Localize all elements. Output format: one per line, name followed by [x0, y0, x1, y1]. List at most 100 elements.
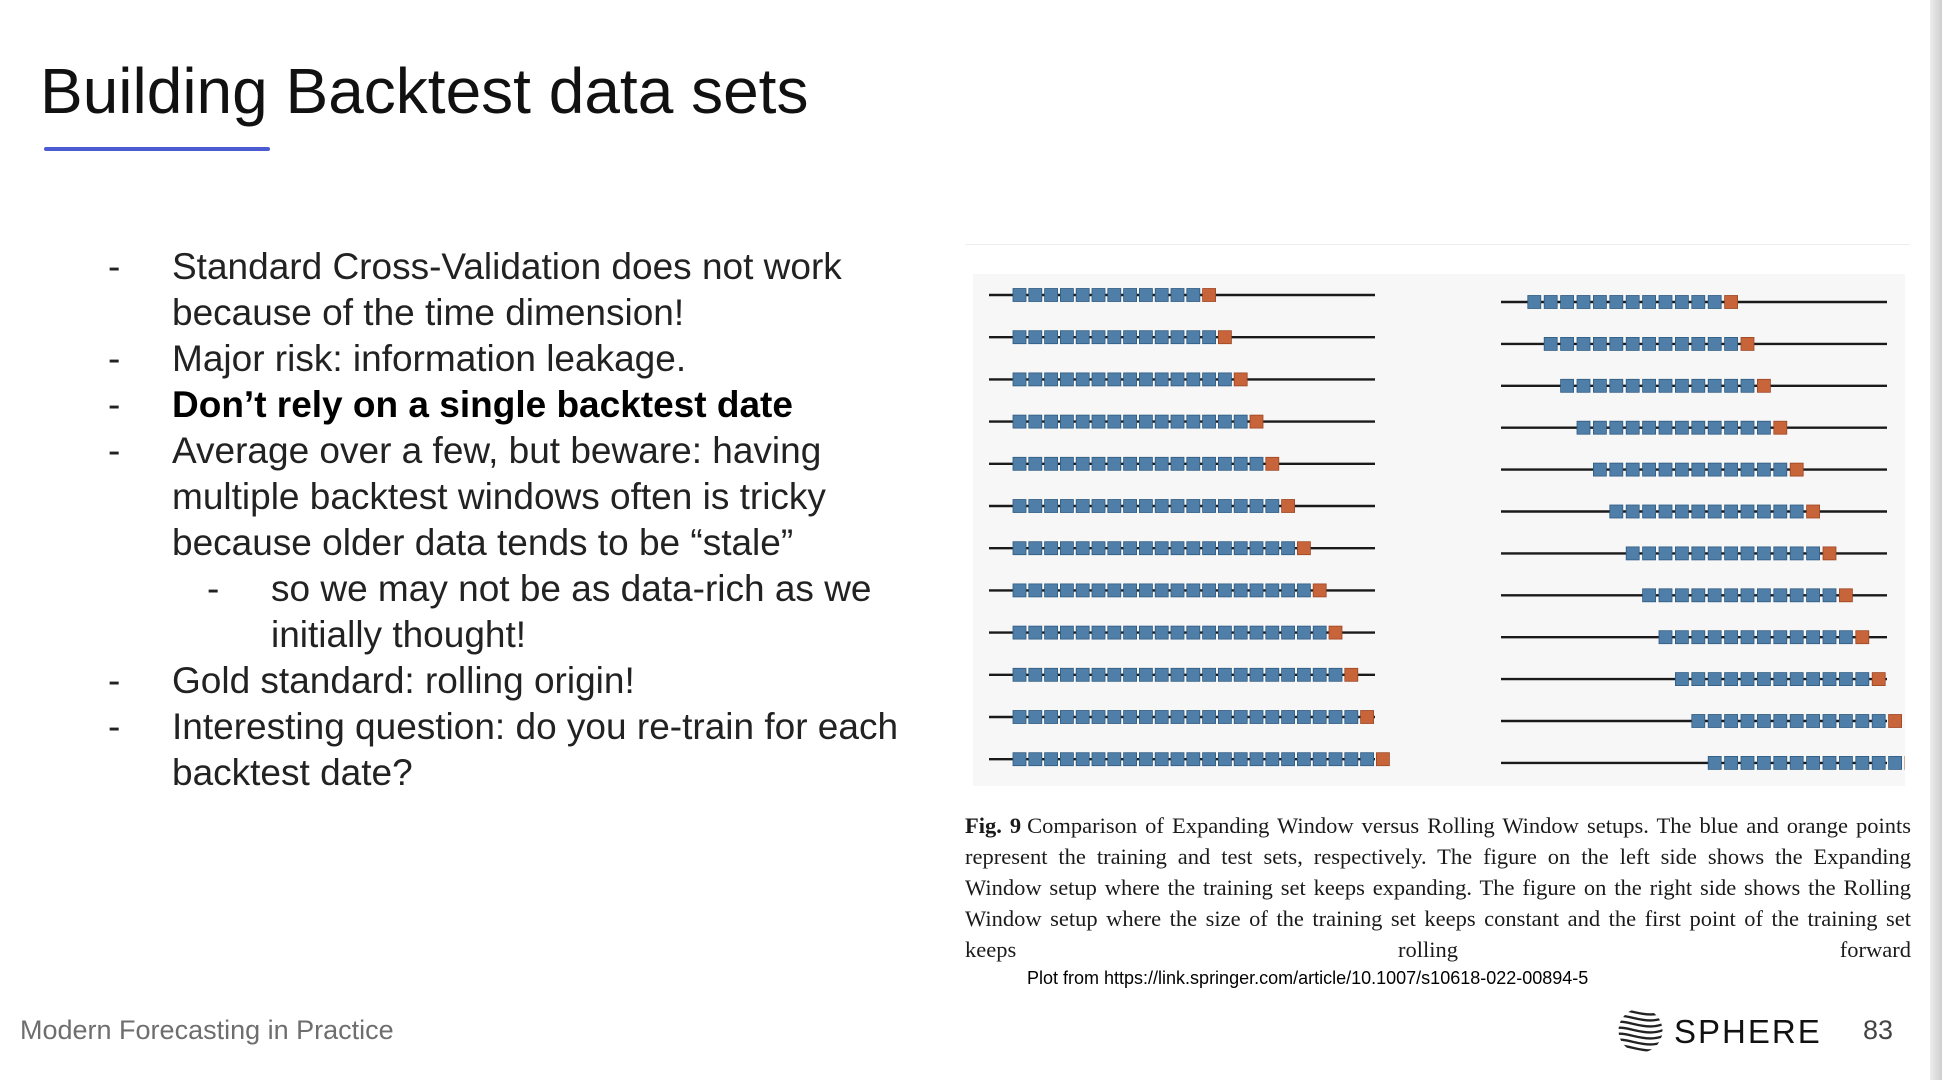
train-point [1789, 755, 1804, 770]
bullet-list: - Standard Cross-Validation does not work… [108, 244, 928, 796]
bullet-item: - Standard Cross-Validation does not work… [108, 244, 928, 336]
train-point [1822, 714, 1837, 728]
train-point [1855, 672, 1870, 687]
train-point [1265, 752, 1280, 767]
title-underline [44, 147, 270, 151]
train-point [1091, 752, 1106, 767]
rolling-window-panel [1501, 295, 1905, 770]
bullet-dash: - [108, 706, 121, 747]
train-point [1233, 667, 1248, 682]
train-point [1625, 546, 1640, 561]
train-point [1170, 372, 1185, 387]
test-point [1202, 288, 1217, 302]
train-point [1658, 630, 1673, 645]
train-point [1527, 295, 1542, 309]
train-point [1202, 583, 1217, 598]
bullet-dash: - [108, 660, 121, 701]
train-point [1593, 378, 1607, 393]
train-point [1107, 330, 1122, 345]
train-point [1012, 330, 1027, 345]
train-point [1123, 499, 1138, 513]
train-point [1217, 583, 1232, 598]
bullet-item: - Major risk: information leakage. [108, 336, 928, 382]
train-point [1044, 752, 1058, 767]
backtest-window-figure [973, 274, 1905, 786]
train-point [1075, 710, 1090, 724]
train-point [1691, 420, 1706, 435]
bullet-item-emphasis: - Don’t rely on a single backtest date [108, 382, 928, 428]
train-point [1642, 420, 1656, 435]
train-point [1740, 630, 1755, 645]
train-point [1154, 288, 1169, 302]
train-point [1707, 755, 1722, 770]
train-point [1625, 420, 1640, 435]
train-point [1593, 337, 1607, 351]
train-point [1091, 583, 1106, 598]
figure-caption-label: Fig. 9 [965, 813, 1022, 838]
figure-top-rule [965, 244, 1910, 245]
train-point [1217, 752, 1232, 767]
train-point [1170, 330, 1185, 345]
train-point [1202, 414, 1217, 429]
train-point [1724, 504, 1738, 519]
train-point [1265, 625, 1280, 640]
train-point [1740, 378, 1755, 393]
train-point [1724, 714, 1738, 728]
train-point [1202, 752, 1217, 767]
train-point [1724, 755, 1738, 770]
train-point [1186, 752, 1201, 767]
train-point [1281, 541, 1296, 556]
bullet-dash: - [108, 246, 121, 287]
train-point [1233, 625, 1248, 640]
train-point [1028, 752, 1043, 767]
train-point [1012, 499, 1027, 513]
train-point [1186, 414, 1201, 429]
train-point [1107, 541, 1122, 556]
train-point [1091, 625, 1106, 640]
train-point [1249, 752, 1264, 767]
train-point [1625, 462, 1640, 477]
train-point [1044, 414, 1058, 429]
test-point [1724, 295, 1738, 309]
train-point [1154, 710, 1169, 724]
bullet-dash: - [108, 338, 121, 379]
train-point [1265, 499, 1280, 513]
train-point [1658, 462, 1673, 477]
train-point [1806, 755, 1820, 770]
test-point [1233, 372, 1248, 387]
train-point [1773, 462, 1788, 477]
train-point [1675, 420, 1689, 435]
train-point [1691, 378, 1706, 393]
train-point [1170, 456, 1185, 471]
train-point [1186, 372, 1201, 387]
train-point [1658, 295, 1673, 309]
train-point [1707, 714, 1722, 728]
train-point [1028, 372, 1043, 387]
train-point [1249, 710, 1264, 724]
train-point [1707, 588, 1722, 603]
bullet-item: - Average over a few, but beware: having … [108, 428, 928, 566]
train-point [1123, 710, 1138, 724]
test-point [1344, 667, 1359, 682]
train-point [1265, 710, 1280, 724]
train-point [1642, 378, 1656, 393]
train-point [1839, 714, 1853, 728]
train-point [1344, 752, 1359, 767]
figure-caption-text: Comparison of Expanding Window versus Ro… [965, 813, 1911, 962]
expanding-window-panel [989, 288, 1390, 767]
train-point [1138, 752, 1153, 767]
train-point [1707, 546, 1722, 561]
train-point [1789, 588, 1804, 603]
train-point [1186, 499, 1201, 513]
train-point [1060, 414, 1074, 429]
train-point [1296, 667, 1311, 682]
train-point [1233, 499, 1248, 513]
train-point [1707, 295, 1722, 309]
train-point [1757, 588, 1771, 603]
train-point [1675, 295, 1689, 309]
train-point [1044, 499, 1058, 513]
train-point [1217, 541, 1232, 556]
train-point [1044, 288, 1058, 302]
train-point [1789, 504, 1804, 519]
train-point [1855, 714, 1870, 728]
